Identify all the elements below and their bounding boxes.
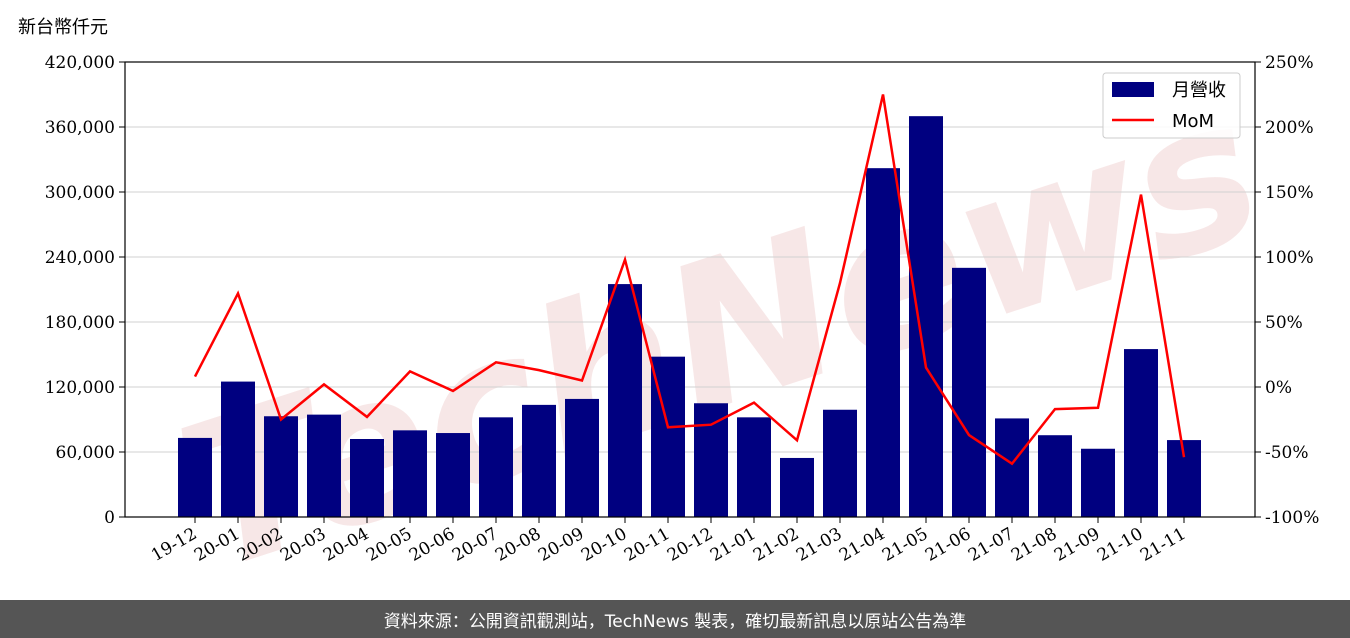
x-tick-label: 20-09 <box>535 524 587 566</box>
x-tick-label: 20-11 <box>621 524 673 566</box>
x-tick-label: 21-03 <box>793 524 845 566</box>
bar <box>1038 435 1072 517</box>
y-right-tick-label: -50% <box>1265 443 1309 463</box>
x-tick-label: 20-12 <box>664 524 716 566</box>
y-right-tick-label: 150% <box>1265 183 1314 203</box>
bar <box>436 433 470 517</box>
legend-label-mom: MoM <box>1172 111 1214 132</box>
x-tick-label: 21-05 <box>879 524 931 566</box>
x-tick-label: 21-09 <box>1051 524 1103 566</box>
bar <box>307 414 341 517</box>
bar <box>995 418 1029 517</box>
y-right-tick-label: 50% <box>1265 313 1303 333</box>
x-tick-label: 21-06 <box>922 524 974 566</box>
bar <box>694 403 728 517</box>
y-left-tick-label: 180,000 <box>45 313 115 333</box>
bar <box>522 404 556 517</box>
bar <box>737 417 771 517</box>
y-left-unit-label: 新台幣仟元 <box>18 17 108 38</box>
x-tick-label: 19-12 <box>148 524 200 566</box>
bar <box>350 439 384 517</box>
bar <box>565 398 599 517</box>
x-tick-label: 21-10 <box>1094 524 1146 566</box>
bar-series <box>178 116 1201 518</box>
bar <box>823 409 857 517</box>
y-left-tick-label: 120,000 <box>45 378 115 398</box>
y-left-tick-label: 60,000 <box>56 443 115 463</box>
bar <box>608 284 642 517</box>
bar <box>1081 448 1115 517</box>
bar <box>866 168 900 517</box>
legend: 月營收 MoM <box>1102 72 1241 139</box>
y-left-axis: 0 60,000 120,000 180,000 240,000 300,000 360,0… <box>45 53 125 528</box>
y-left-tick-label: 300,000 <box>45 183 115 203</box>
source-footer-text: 資料來源：公開資訊觀測站，TechNews 製表，確切最新訊息以原站公告為準 <box>383 611 967 632</box>
bar <box>780 457 814 517</box>
x-tick-label: 20-08 <box>492 524 544 566</box>
bar <box>264 416 298 517</box>
bar <box>909 116 943 518</box>
y-left-tick-label: 240,000 <box>45 248 115 268</box>
x-tick-label: 21-07 <box>965 524 1017 566</box>
x-tick-label: 20-10 <box>578 524 630 566</box>
x-tick-label: 21-04 <box>836 524 888 566</box>
bar <box>178 437 212 517</box>
y-right-tick-label: 0% <box>1265 378 1292 398</box>
y-right-tick-label: 200% <box>1265 118 1314 138</box>
plot-frame <box>124 61 1256 518</box>
bar <box>952 267 986 517</box>
source-footer: 資料來源：公開資訊觀測站，TechNews 製表，確切最新訊息以原站公告為準 <box>0 600 1350 638</box>
line-series <box>193 94 1186 466</box>
x-tick-label: 21-11 <box>1137 524 1189 566</box>
y-right-tick-label: 100% <box>1265 248 1314 268</box>
legend-swatch-bar <box>1112 82 1154 97</box>
bar <box>221 381 255 517</box>
bar <box>479 417 513 517</box>
revenue-chart: TechNews 新台幣仟元 060,000120,000180,000240,… <box>18 17 1319 600</box>
legend-label-revenue: 月營收 <box>1172 80 1226 101</box>
x-tick-label: 21-01 <box>707 524 759 566</box>
y-right-tick-label: 250% <box>1265 53 1314 73</box>
y-right-axis: -100% -50% 0% 50% 100% 150% 200% 250% <box>1255 53 1319 528</box>
y-left-tick-label: 0 <box>104 508 115 528</box>
mom-line <box>193 94 1186 466</box>
x-tick-label: 21-08 <box>1008 524 1060 566</box>
y-left-tick-label: 420,000 <box>45 53 115 73</box>
y-right-tick-label: -100% <box>1265 508 1319 528</box>
y-left-tick-label: 360,000 <box>45 118 115 138</box>
bar <box>393 430 427 517</box>
bar <box>1124 349 1158 517</box>
x-tick-label: 21-02 <box>750 524 802 566</box>
